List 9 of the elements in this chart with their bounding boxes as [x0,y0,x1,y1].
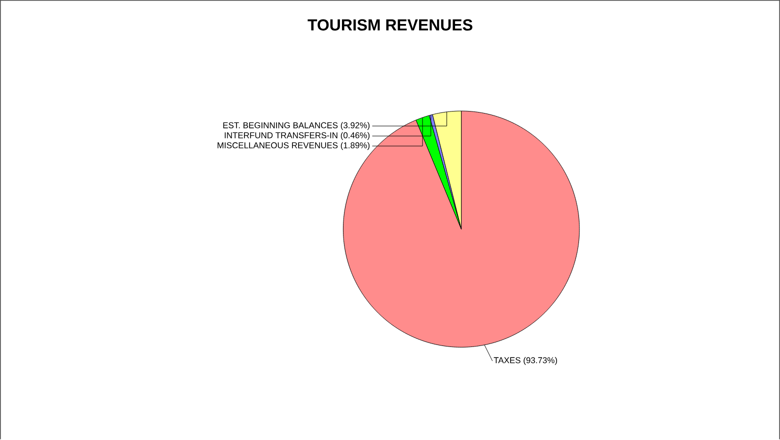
slice-label: MISCELLANEOUS REVENUES [218,142,338,148]
data-label: (93.73%) [524,357,558,366]
chart-title: TOURISM REVENUES [308,19,472,31]
data-label: (1.89%) [340,142,370,150]
slice-label: EST. BEGINNING BALANCES [223,122,338,128]
data-label: (0.46%) [340,132,370,140]
slice-label: INTERFUND TRANSFERS-IN [224,132,338,138]
slice-label: TAXES [494,357,520,364]
data-label: (3.92%) [340,122,370,130]
